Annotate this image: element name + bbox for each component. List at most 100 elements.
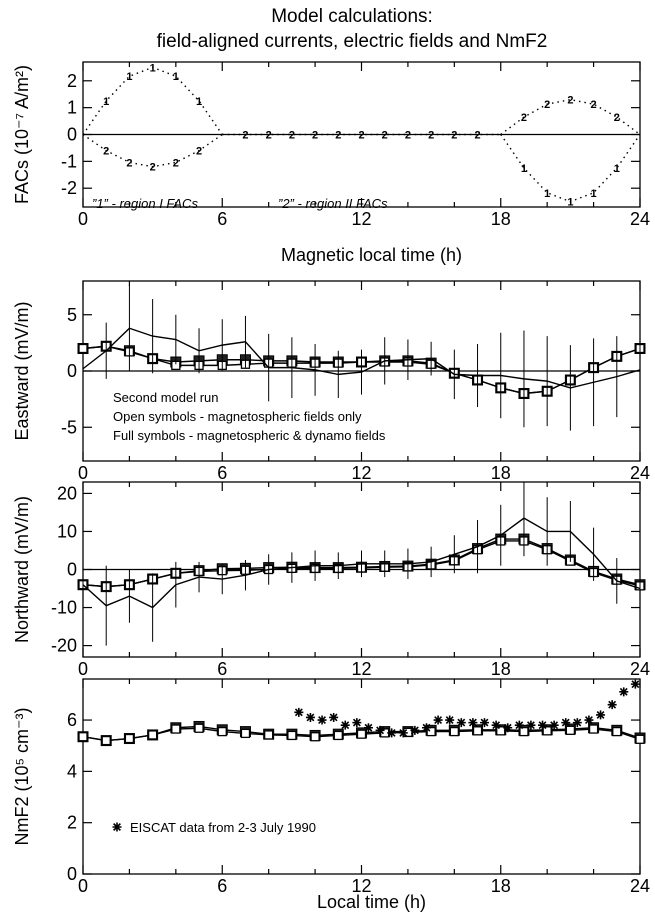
- facs-series-marker: 1: [521, 163, 527, 175]
- nmf2-data-point: [356, 729, 367, 739]
- northward-x-tick-label: 0: [78, 659, 88, 679]
- facs-series-marker: 2: [196, 146, 202, 158]
- facs-x-tick-label: 12: [351, 209, 371, 229]
- nmf2-data-point: [333, 730, 343, 741]
- facs-series-marker: 2: [266, 130, 272, 142]
- nmf2-data-point: [101, 735, 111, 746]
- facs-series-2: 2 2 2 2 2 2 2 2 2 2 2: [222, 130, 501, 142]
- facs-series-marker: 1: [567, 197, 573, 209]
- nmf2-data-point: [317, 715, 327, 725]
- nmf2-data-point: [607, 700, 617, 710]
- facs-series-line: [82, 133, 223, 168]
- nmf2-data-point: [329, 712, 339, 722]
- nmf2-data-point: [491, 720, 501, 730]
- panel-eastward: 0 6 12 18 24 -5 0 5 Eastward (mV/m) Second model …: [12, 280, 650, 483]
- nmf2-data-point: [375, 725, 385, 735]
- nmf2-data-point: [352, 718, 362, 728]
- eastward-series-2: [82, 285, 641, 431]
- nmf2-data-point: [572, 718, 582, 728]
- facs-y-tick-label: 1: [67, 98, 77, 118]
- nmf2-data-point: [612, 726, 622, 737]
- facs-series-line: [82, 66, 223, 135]
- nmf2-y-tick-label: 6: [67, 710, 77, 730]
- nmf2-data-point: [398, 728, 408, 738]
- nmf2-data-point: [287, 730, 297, 741]
- facs-series-marker: 1: [196, 96, 202, 108]
- nmf2-data-point: [503, 723, 513, 733]
- facs-x-axis-title: Magnetic local time (h): [281, 245, 462, 265]
- facs-x-tick-label: 24: [630, 209, 650, 229]
- northward-y-tick-label: 0: [67, 560, 77, 580]
- nmf2-data-point: [619, 687, 629, 697]
- eastward-x-tick-label: 24: [630, 463, 650, 483]
- nmf2-data-point: [561, 718, 571, 728]
- northward-x-tick-label: 18: [491, 659, 511, 679]
- eastward-y-tick-label: 5: [67, 305, 77, 325]
- nmf2-data-point: [410, 725, 420, 735]
- facs-series-marker: 2: [451, 130, 457, 142]
- facs-annotation-region-2: ”2” - region II FACs: [278, 196, 388, 211]
- nmf2-data-point: [584, 715, 594, 725]
- nmf2-data-point: [514, 720, 524, 730]
- facs-series-marker: 2: [173, 157, 179, 169]
- facs-series-4: 1 1 1 1 1: [500, 134, 641, 209]
- facs-series-marker: 2: [521, 112, 527, 124]
- nmf2-x-tick-label: 18: [491, 876, 511, 896]
- facs-y-tick-label: 2: [67, 71, 77, 91]
- facs-series-marker: 2: [242, 130, 248, 142]
- facs-series-marker: 1: [103, 96, 109, 108]
- nmf2-data-point: [421, 723, 431, 733]
- nmf2-y-tick-label: 2: [67, 813, 77, 833]
- nmf2-data-point: [363, 723, 373, 733]
- facs-series-0: 1 1 1 1 1: [82, 62, 223, 135]
- facs-series-marker: 2: [382, 130, 388, 142]
- eastward-x-tick-label: 18: [491, 463, 511, 483]
- facs-y-axis-title: FACs (10⁻⁷ A/m²): [12, 65, 32, 204]
- northward-y-axis-title: Northward (mV/m): [12, 496, 32, 643]
- nmf2-data-point: [78, 732, 88, 742]
- nmf2-data-point: [449, 726, 459, 737]
- nmf2-data-point: [294, 707, 304, 717]
- facs-series-marker: 2: [335, 130, 341, 142]
- nmf2-series-2: [294, 679, 640, 738]
- facs-series-marker: 2: [567, 95, 573, 107]
- facs-series-marker: 2: [358, 130, 364, 142]
- eastward-x-tick-label: 0: [78, 463, 88, 483]
- facs-series-marker: 2: [103, 146, 109, 158]
- nmf2-data-point: [526, 720, 536, 730]
- nmf2-data-point: [305, 712, 315, 722]
- facs-series-marker: 1: [150, 62, 156, 74]
- northward-series-line: [82, 517, 641, 609]
- northward-y-tick-label: 20: [57, 483, 77, 503]
- facs-series-3: 2 2 2 2 2: [500, 95, 641, 136]
- facs-series-marker: 1: [126, 71, 132, 83]
- facs-series-1: 2 2 2 2 2: [82, 133, 223, 174]
- facs-x-tick-label: 18: [491, 209, 511, 229]
- northward-y-tick-label: 10: [57, 521, 77, 541]
- facs-series-marker: 2: [428, 130, 434, 142]
- nmf2-legend-marker: [112, 822, 122, 832]
- nmf2-data-point: [542, 726, 552, 736]
- eastward-annotation-0: Second model run: [113, 390, 219, 405]
- nmf2-legend-label: EISCAT data from 2-3 July 1990: [130, 820, 316, 835]
- nmf2-data-point: [124, 733, 135, 744]
- nmf2-y-axis-title: NmF2 (10⁵ cm⁻³): [12, 708, 32, 846]
- nmf2-data-point: [538, 720, 548, 730]
- eastward-series-line: [82, 327, 641, 389]
- facs-x-tick-label: 6: [217, 209, 227, 229]
- facs-series-marker: 2: [150, 162, 156, 174]
- nmf2-data-point: [310, 732, 320, 742]
- eastward-annotation-1: Open symbols - magnetospheric fields onl…: [113, 409, 362, 424]
- nmf2-data-point: [387, 728, 397, 738]
- nmf2-data-point: [596, 710, 606, 720]
- northward-x-tick-label: 6: [217, 659, 227, 679]
- facs-series-marker: 1: [591, 188, 597, 200]
- figure-title-line-2: field-aligned currents, electric fields …: [157, 31, 548, 52]
- nmf2-plot-frame: [82, 678, 641, 875]
- eastward-y-tick-label: -5: [61, 417, 77, 437]
- nmf2-data-point: [445, 715, 455, 725]
- nmf2-data-point: [217, 726, 227, 737]
- nmf2-y-tick-label: 4: [67, 761, 77, 781]
